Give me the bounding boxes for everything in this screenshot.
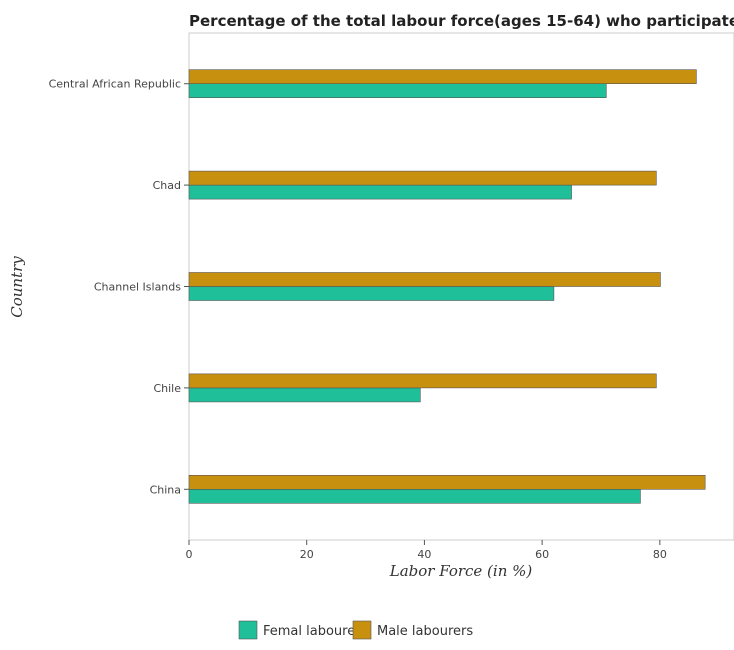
female-bar-1 — [188, 184, 572, 200]
y-tick-label: Channel Islands — [94, 281, 181, 294]
legend-label: Femal labourers — [263, 624, 368, 639]
x-axis-label: Labor Force (in %) — [389, 562, 533, 580]
male-bar-1 — [188, 170, 657, 186]
x-tick-label: 40 — [417, 548, 431, 561]
y-tick-label: Chile — [153, 382, 181, 395]
female-bar-0 — [188, 83, 607, 98]
x-tick-label: 60 — [535, 548, 549, 561]
legend-swatch — [352, 620, 372, 640]
legend: Femal labourers Male labourers — [238, 620, 473, 640]
y-axis-label: Country — [8, 256, 26, 318]
y-axis: Central African Republic Chad Channel Isla… — [49, 78, 189, 496]
male-bar-4 — [188, 474, 706, 490]
x-tick-label: 0 — [186, 548, 193, 561]
bars-layer — [188, 69, 706, 504]
y-tick-label: Chad — [153, 179, 181, 192]
x-tick-label: 20 — [300, 548, 314, 561]
legend-swatch — [238, 620, 258, 640]
male-bar-3 — [188, 373, 657, 389]
male-bar-0 — [188, 69, 697, 84]
female-bar-4 — [188, 488, 641, 504]
y-tick-label: China — [150, 483, 181, 496]
x-tick-label: 80 — [653, 548, 667, 561]
male-bar-2 — [188, 272, 661, 287]
female-bar-3 — [188, 387, 421, 403]
chart-title: Percentage of the total labour force(age… — [189, 12, 734, 30]
female-bar-2 — [188, 286, 555, 301]
y-tick-label: Central African Republic — [49, 78, 181, 91]
legend-label: Male labourers — [377, 624, 473, 639]
x-axis: 0 20 40 60 80 — [186, 540, 667, 561]
